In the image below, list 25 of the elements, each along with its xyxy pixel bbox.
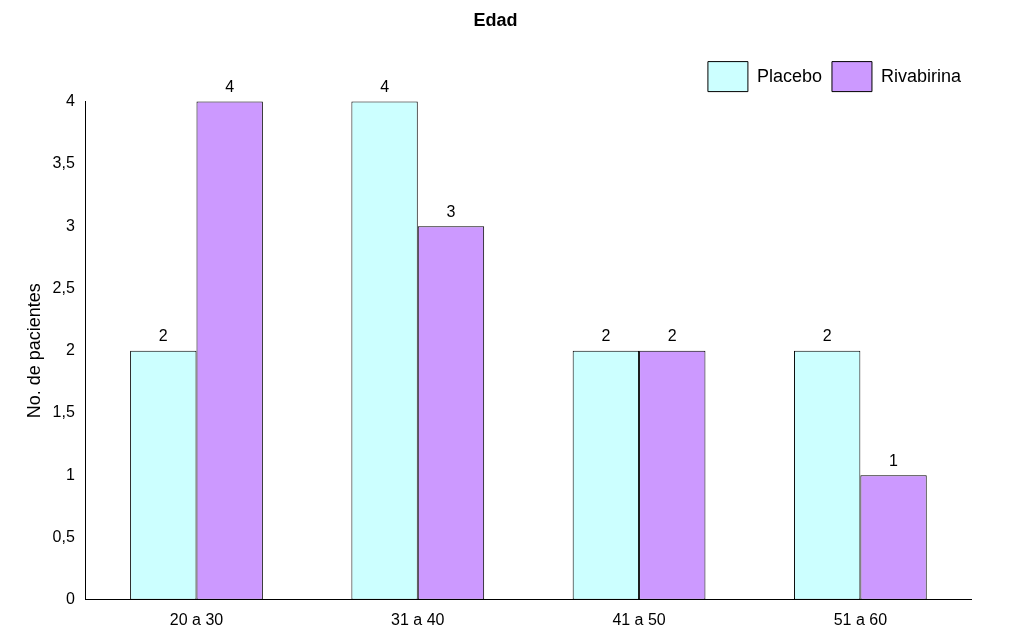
data-label: 1 <box>889 451 899 469</box>
y-tick-label: 3 <box>65 216 75 234</box>
data-label: 4 <box>380 78 390 96</box>
data-label: 2 <box>667 327 677 345</box>
data-label: 4 <box>225 78 235 96</box>
y-tick-label: 3,5 <box>52 154 75 172</box>
legend-label: Placebo <box>756 65 822 86</box>
y-tick-label: 2 <box>65 341 75 359</box>
y-tick-label: 1,5 <box>52 403 75 421</box>
data-label: 2 <box>822 327 832 345</box>
y-tick-label: 4 <box>65 92 75 110</box>
x-tick-label: 41 a 50 <box>612 610 666 628</box>
data-label: 3 <box>446 202 456 220</box>
y-tick-label: 0 <box>65 590 75 608</box>
y-tick-label: 0,5 <box>52 527 75 545</box>
x-tick-label: 51 a 60 <box>833 610 888 628</box>
y-tick-label: 1 <box>65 465 75 483</box>
data-label: 2 <box>158 327 168 345</box>
y-axis-title: No. de pacientes <box>23 283 44 419</box>
x-tick-label: 20 a 30 <box>169 610 224 628</box>
data-label: 2 <box>601 327 611 345</box>
chart-title: Edad <box>473 9 518 30</box>
x-tick-label: 31 a 40 <box>391 610 445 628</box>
legend-label: Rivabirina <box>880 65 962 86</box>
y-tick-label: 2,5 <box>52 278 75 296</box>
